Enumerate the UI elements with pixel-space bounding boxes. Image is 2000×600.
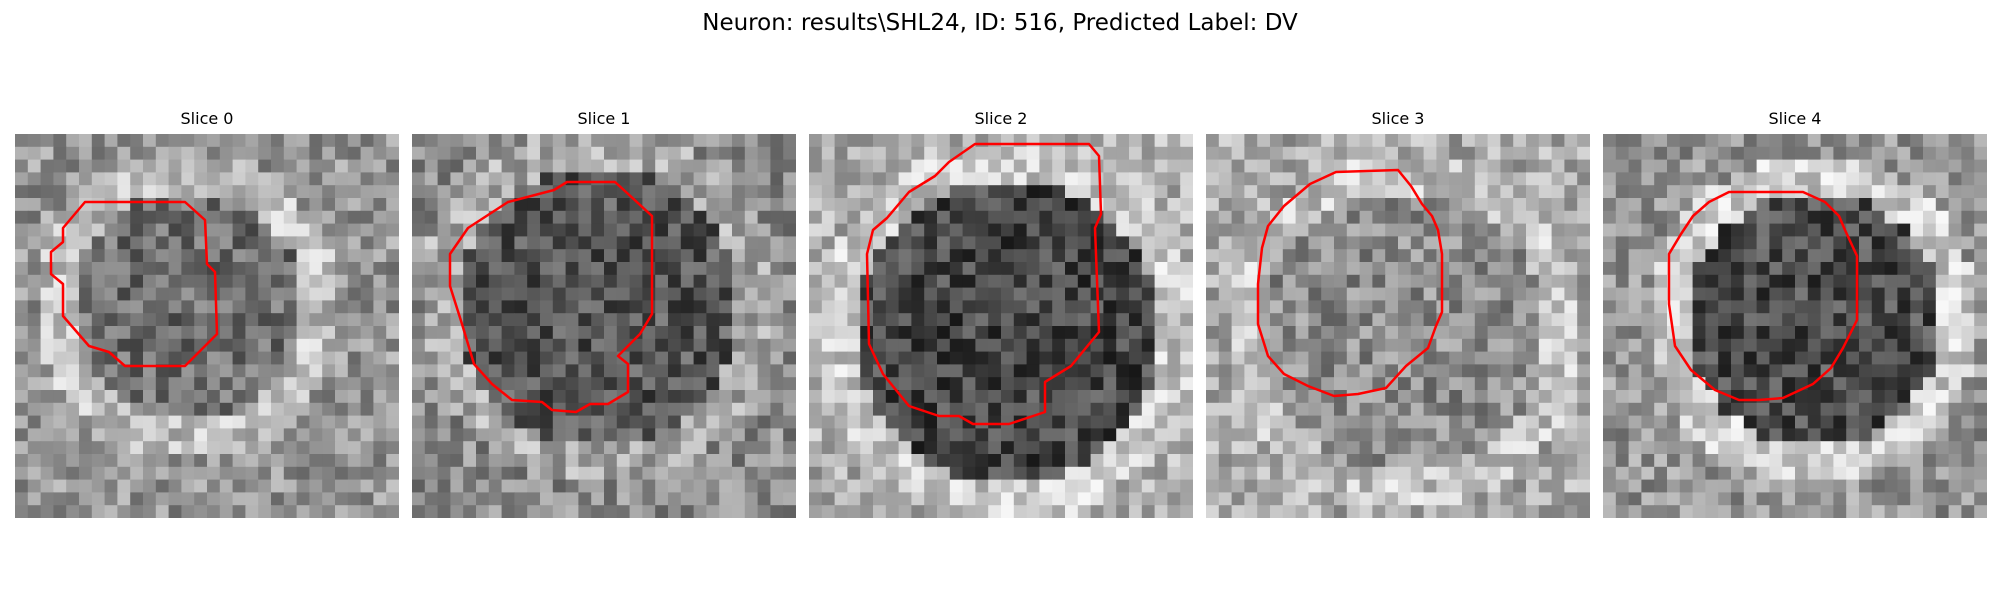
slice-panel-4: Slice 4 — [1603, 108, 1987, 524]
segmentation-contour — [448, 180, 654, 414]
slice-title-0: Slice 0 — [180, 109, 234, 128]
slice-title-3: Slice 3 — [1371, 109, 1425, 128]
slice-image-4 — [1603, 134, 1987, 518]
slice-image-3 — [1206, 134, 1590, 518]
slice-title-4: Slice 4 — [1768, 109, 1822, 128]
figure-title: Neuron: results\SHL24, ID: 516, Predicte… — [702, 10, 1298, 36]
slice-image-0 — [15, 134, 399, 518]
slice-panel-2: Slice 2 — [809, 108, 1193, 524]
slice-image-1 — [412, 134, 796, 518]
slice-panel-0: Slice 0 — [15, 108, 399, 524]
segmentation-contour — [1256, 168, 1444, 398]
slice-title-1: Slice 1 — [577, 109, 631, 128]
slice-panel-3: Slice 3 — [1206, 108, 1590, 524]
segmentation-contour — [49, 200, 219, 368]
segmentation-contour — [865, 142, 1103, 426]
slice-panel-1: Slice 1 — [412, 108, 796, 524]
slice-image-2 — [809, 134, 1193, 518]
segmentation-contour — [1667, 190, 1859, 402]
slice-title-2: Slice 2 — [974, 109, 1028, 128]
